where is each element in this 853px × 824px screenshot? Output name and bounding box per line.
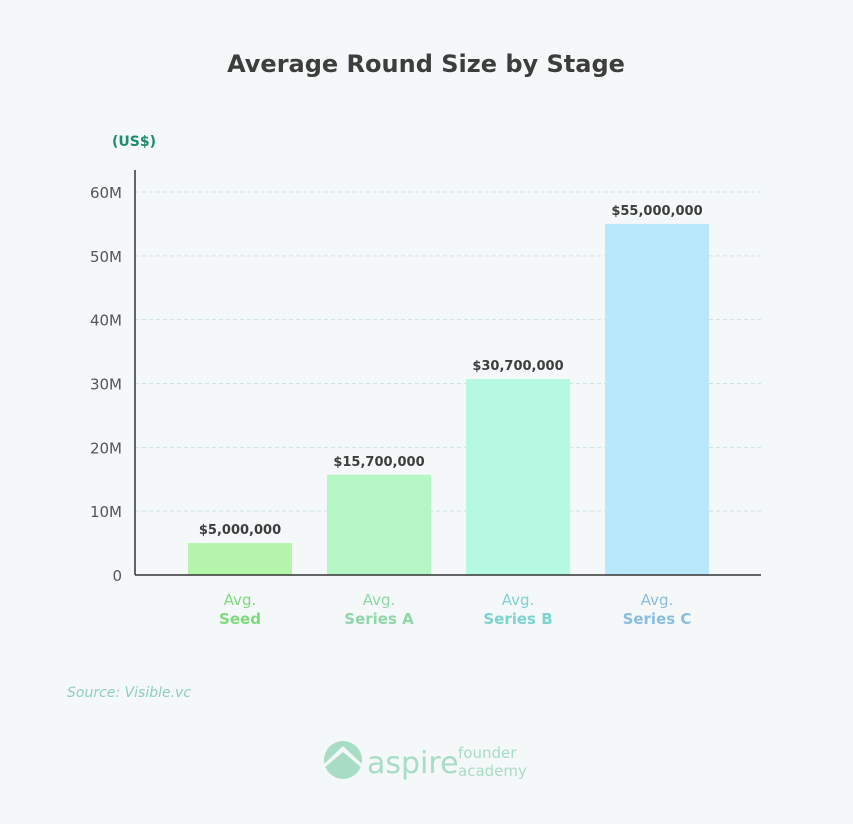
bar-value-label: $15,700,000 (333, 455, 424, 470)
bar (327, 474, 431, 575)
bar-value-label: $55,000,000 (611, 204, 702, 219)
x-tick-label-top: Avg. (363, 591, 396, 609)
y-tick-label: 30M (90, 376, 122, 394)
x-tick-label-top: Avg. (224, 591, 257, 609)
x-tick-label-top: Avg. (641, 591, 674, 609)
logo-sub-academy: academy (458, 762, 527, 780)
x-tick-label: Series A (344, 610, 414, 628)
y-tick-label: 10M (90, 503, 122, 521)
x-tick-label: Series C (623, 610, 692, 628)
x-tick-label: Seed (219, 610, 261, 628)
aspire-logo-icon (324, 741, 362, 779)
y-tick-label: 0 (112, 567, 122, 585)
bar-value-label: $5,000,000 (199, 523, 281, 538)
chart-title: Average Round Size by Stage (227, 50, 625, 78)
bar (605, 223, 709, 575)
logo-wordmark: aspire (367, 746, 459, 781)
y-tick-label: 40M (90, 312, 122, 330)
bar (466, 379, 570, 575)
x-tick-label: Series B (483, 610, 552, 628)
logo-sub-founder: founder (458, 744, 517, 762)
y-axis-label: (US$) (112, 134, 156, 150)
bar-value-label: $30,700,000 (472, 359, 563, 374)
y-tick-label: 50M (90, 248, 122, 266)
bar (188, 543, 292, 575)
y-tick-label: 60M (90, 184, 122, 202)
y-tick-label: 20M (90, 439, 122, 457)
source-note: Source: Visible.vc (67, 685, 191, 701)
x-tick-label-top: Avg. (502, 591, 535, 609)
aspire-logo: aspire founder academy (324, 741, 527, 781)
